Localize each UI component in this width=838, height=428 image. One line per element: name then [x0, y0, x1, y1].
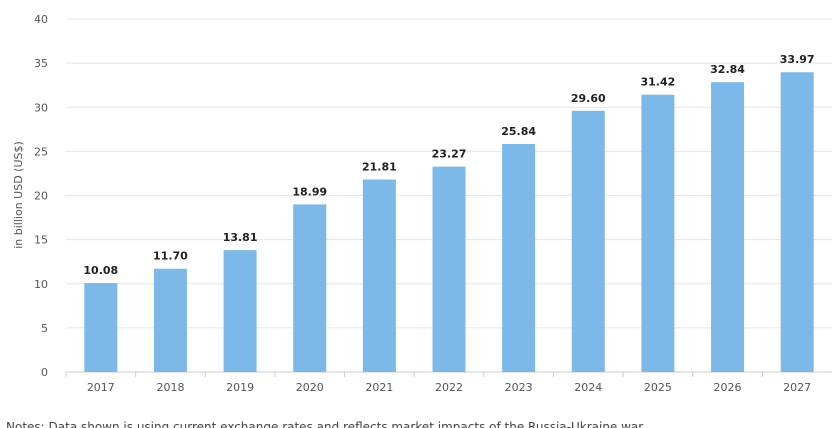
bar[interactable]	[641, 94, 675, 372]
x-tick-label: 2023	[505, 381, 533, 394]
data-label: 11.70	[153, 250, 188, 263]
y-tick-label: 5	[41, 322, 48, 335]
bar[interactable]	[84, 283, 118, 372]
y-tick-label: 20	[34, 190, 48, 203]
bar[interactable]	[223, 250, 257, 372]
x-tick-label: 2021	[365, 381, 393, 394]
data-label: 21.81	[362, 161, 397, 174]
x-tick-label: 2026	[714, 381, 742, 394]
y-tick-label: 30	[34, 101, 48, 114]
bar[interactable]	[780, 72, 814, 372]
y-tick-label: 0	[41, 366, 48, 379]
data-label: 33.97	[780, 53, 815, 66]
x-tick-label: 2027	[783, 381, 811, 394]
data-label: 10.08	[83, 264, 118, 277]
data-label: 31.42	[641, 76, 676, 89]
y-tick-label: 40	[34, 13, 48, 26]
bar[interactable]	[293, 204, 327, 372]
y-tick-label: 25	[34, 145, 48, 158]
bar[interactable]	[571, 110, 605, 372]
x-tick-label: 2025	[644, 381, 672, 394]
chart-footnote: Notes: Data shown is using current excha…	[6, 420, 646, 428]
x-axis-ticks: 2017 2018 2019 2020 2021 2022 2023 2024 2025 2026…	[65, 372, 811, 394]
x-tick-label: 2020	[296, 381, 324, 394]
y-tick-label: 10	[34, 278, 48, 291]
bar[interactable]	[502, 143, 536, 372]
y-tick-label: 35	[34, 57, 48, 70]
x-tick-label: 2018	[156, 381, 184, 394]
y-axis-title: in billion USD (US$)	[12, 141, 25, 249]
data-label: 23.27	[432, 148, 467, 161]
data-label: 13.81	[223, 231, 258, 244]
y-axis-ticks: 0 5 10 15 20 25 30 35 40	[34, 13, 48, 379]
x-tick-label: 2017	[87, 381, 115, 394]
data-label: 32.84	[710, 63, 745, 76]
data-label: 25.84	[501, 125, 536, 138]
bars	[84, 72, 814, 372]
y-tick-label: 15	[34, 234, 48, 247]
bar[interactable]	[711, 82, 745, 372]
bar[interactable]	[153, 268, 187, 372]
data-label: 18.99	[292, 185, 327, 198]
x-tick-label: 2022	[435, 381, 463, 394]
bar[interactable]	[432, 166, 466, 372]
bar[interactable]	[362, 179, 396, 372]
data-label: 29.60	[571, 92, 606, 105]
data-labels: 10.08 11.70 13.81 18.99 21.81 23.27 25.84 29.60…	[83, 53, 814, 277]
x-tick-label: 2024	[574, 381, 602, 394]
x-tick-label: 2019	[226, 381, 254, 394]
